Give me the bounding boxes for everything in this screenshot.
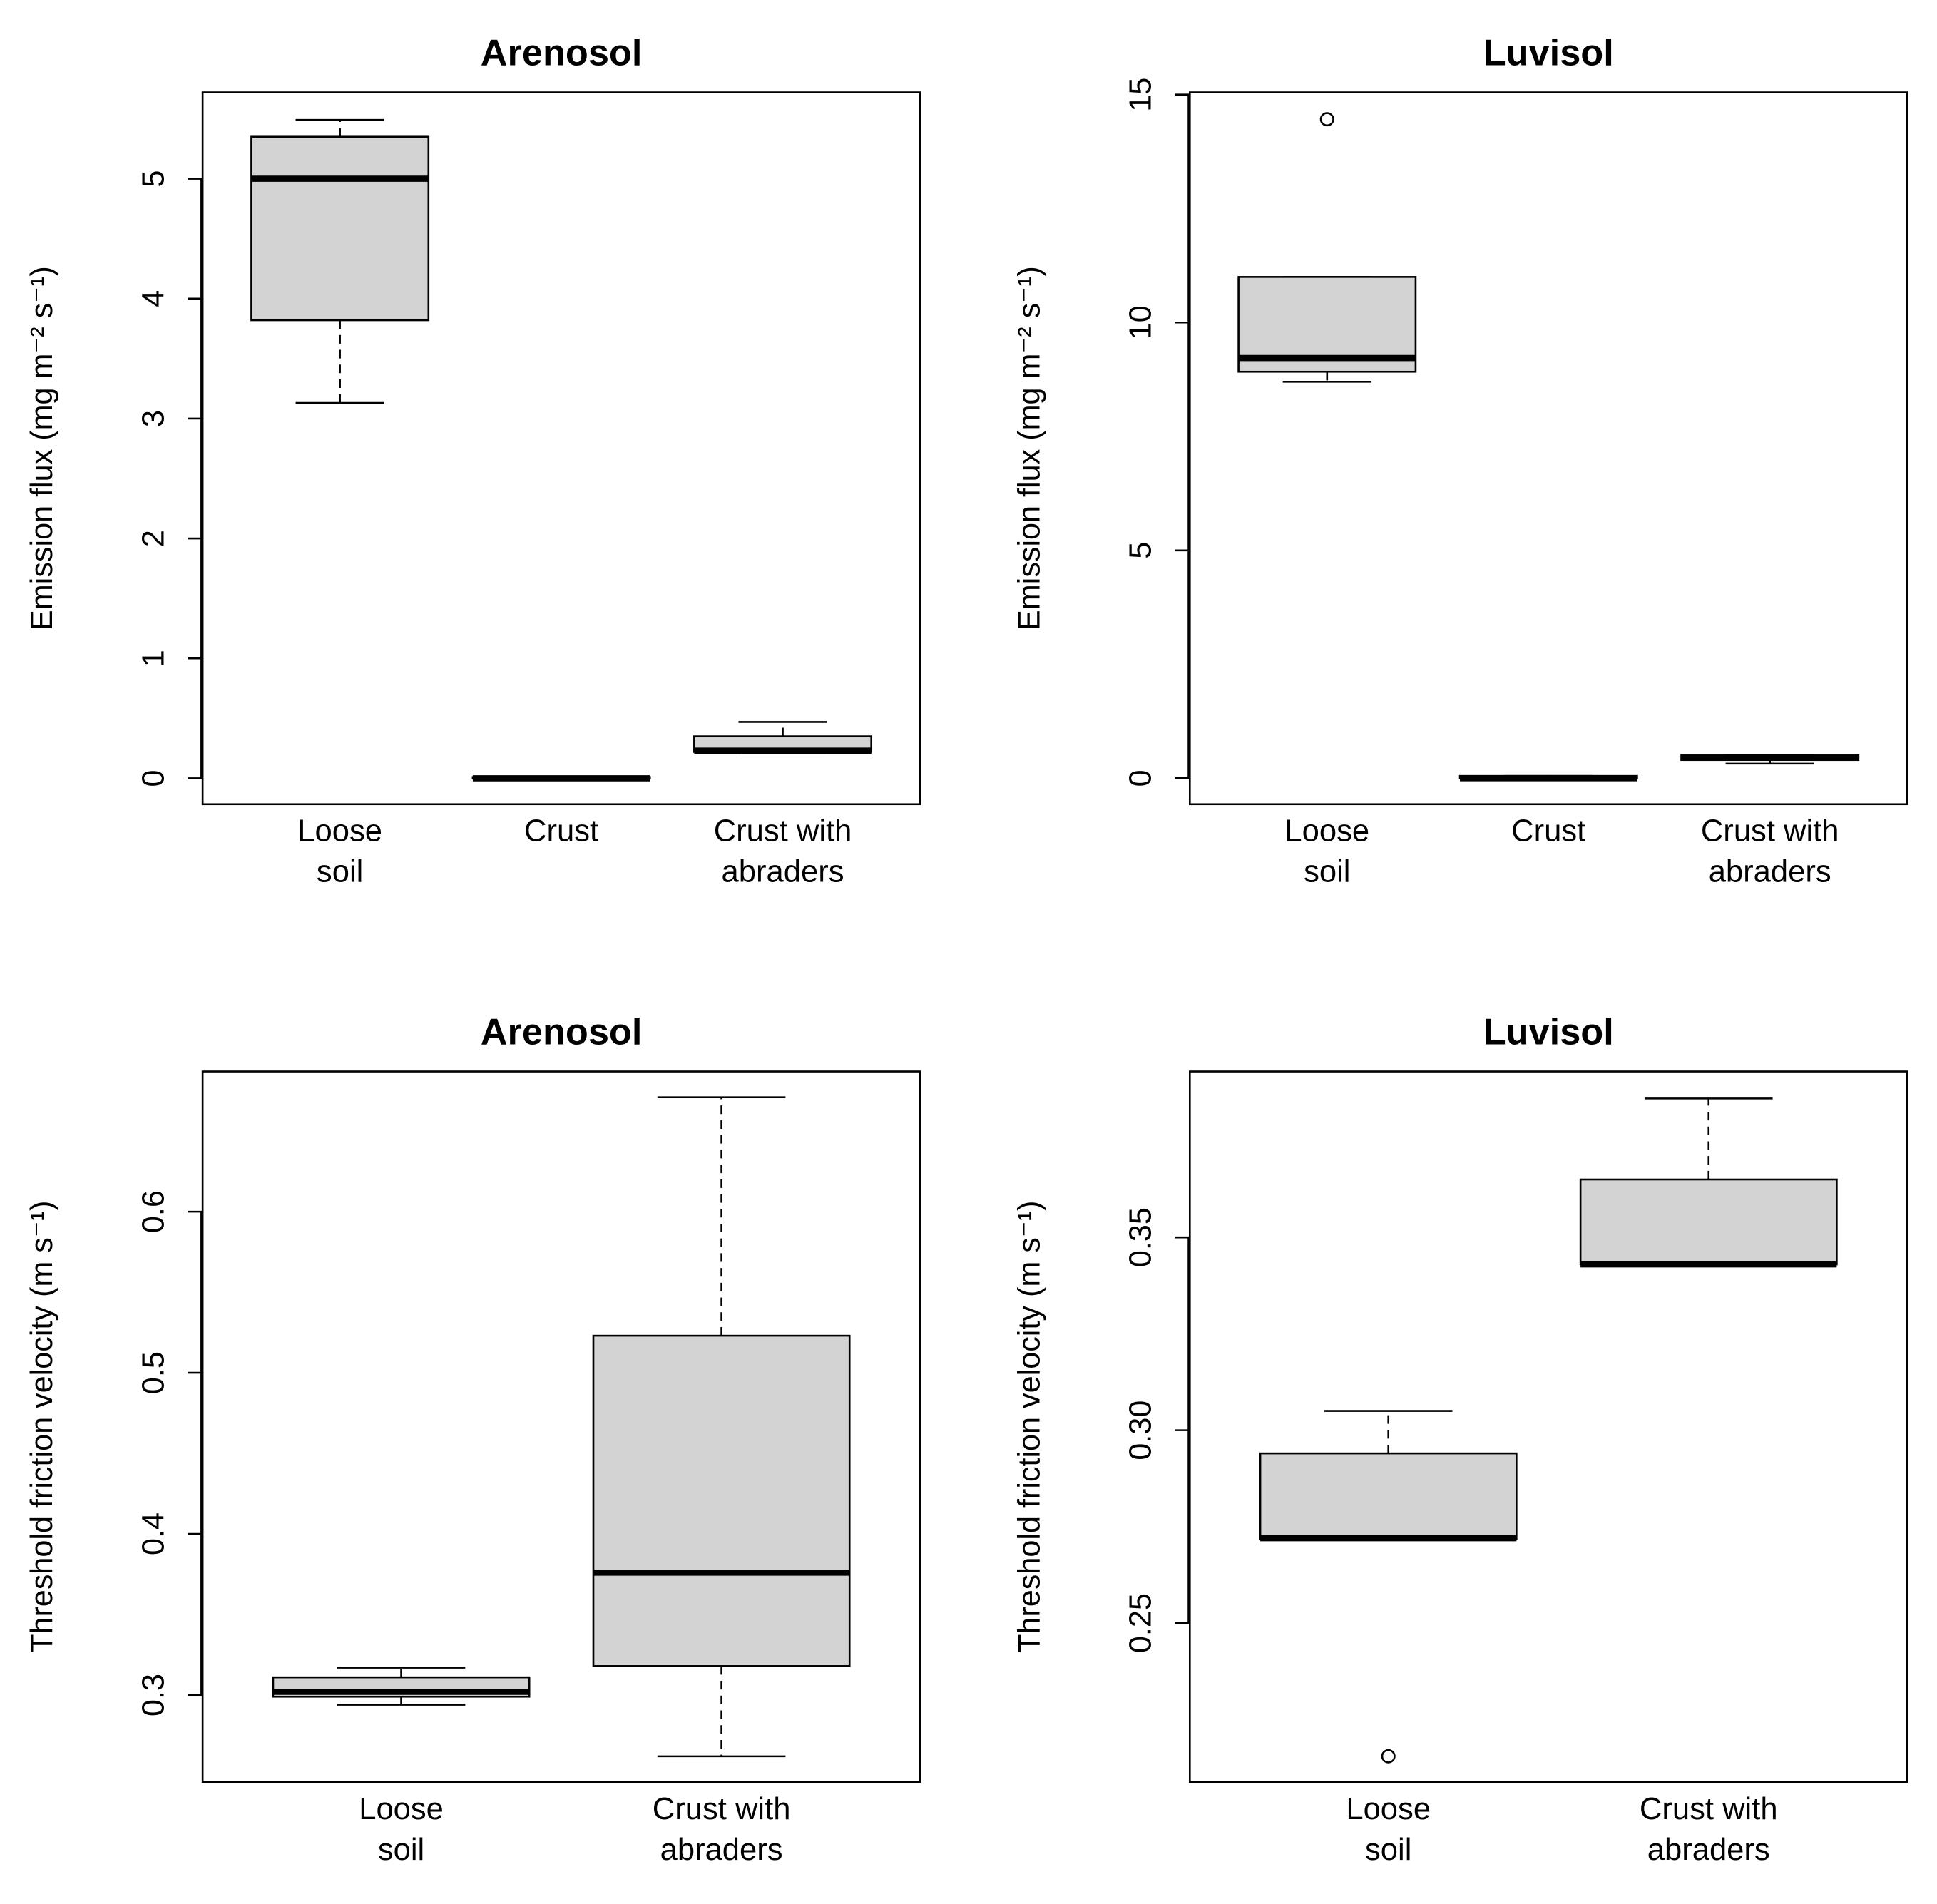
box: [1259, 1452, 1518, 1541]
x-tick-label: soil: [317, 855, 363, 889]
box: [592, 1334, 851, 1667]
y-axis-label: Threshold friction velocity (m s⁻¹): [25, 1201, 59, 1653]
x-tick-label: Loose: [1346, 1792, 1431, 1826]
y-tick-label: 0.25: [1123, 1593, 1157, 1653]
panel: Arenosol Emission flux (mg m⁻² s⁻¹) 0 1 2 3 4 5…: [25, 33, 921, 889]
box: [1579, 1178, 1838, 1266]
y-tick-label: 0: [1123, 769, 1157, 787]
plot-frame: [201, 91, 921, 806]
x-tick-label: Loose: [1284, 814, 1369, 849]
y-axis-label: Emission flux (mg m⁻² s⁻¹): [25, 266, 59, 630]
y-tick-label: 0.35: [1123, 1207, 1157, 1267]
panel: Luvisol Threshold friction velocity (m s⁻…: [1012, 1012, 1908, 1867]
x-tick-label: abraders: [1709, 855, 1831, 889]
panel-title: Arenosol: [481, 1012, 643, 1053]
x-tick-label: Crust with: [1701, 814, 1839, 849]
x-tick-label: Crust: [524, 814, 598, 849]
y-axis-label: Threshold friction velocity (m s⁻¹): [1012, 1201, 1046, 1653]
y-tick-label: 4: [136, 290, 170, 307]
x-tick-label: soil: [1365, 1833, 1411, 1867]
box: [250, 135, 430, 322]
y-tick-label: 0.3: [136, 1674, 170, 1716]
y-tick-label: 10: [1123, 305, 1157, 339]
panel-title: Arenosol: [481, 33, 643, 74]
x-tick-label: Crust with: [714, 814, 852, 849]
x-tick-label: Crust: [1511, 814, 1585, 849]
x-tick-label: Loose: [297, 814, 382, 849]
panel-title: Luvisol: [1483, 33, 1614, 74]
y-tick-label: 0.30: [1123, 1401, 1157, 1460]
x-tick-label: Loose: [359, 1792, 444, 1826]
panel: Luvisol Emission flux (mg m⁻² s⁻¹) 0 5 10 15 L…: [1012, 33, 1908, 889]
y-tick-label: 5: [1123, 542, 1157, 559]
x-tick-label: abraders: [722, 855, 844, 889]
x-tick-label: abraders: [660, 1833, 783, 1867]
y-tick-label: 0.6: [136, 1190, 170, 1233]
outlier: [1319, 112, 1334, 127]
x-tick-label: Crust with: [653, 1792, 791, 1826]
x-tick-label: soil: [1304, 855, 1350, 889]
y-tick-label: 5: [136, 170, 170, 188]
outlier: [1381, 1749, 1396, 1764]
y-tick-label: 2: [136, 530, 170, 547]
x-tick-label: abraders: [1647, 1833, 1770, 1867]
y-tick-label: 0: [136, 769, 170, 787]
y-tick-label: 0.5: [136, 1351, 170, 1394]
x-tick-label: Crust with: [1640, 1792, 1778, 1826]
plot-frame: [1188, 91, 1908, 806]
y-axis-label: Emission flux (mg m⁻² s⁻¹): [1012, 266, 1046, 630]
y-tick-label: 3: [136, 410, 170, 427]
y-tick-label: 1: [136, 650, 170, 667]
panel: Arenosol Threshold friction velocity (m s…: [25, 1012, 921, 1867]
x-tick-label: soil: [378, 1833, 424, 1867]
y-tick-label: 0.4: [136, 1513, 170, 1555]
y-tick-label: 15: [1123, 78, 1157, 112]
plot-frame: [1188, 1070, 1908, 1783]
plot-frame: [201, 1070, 921, 1783]
panel-title: Luvisol: [1483, 1012, 1614, 1053]
